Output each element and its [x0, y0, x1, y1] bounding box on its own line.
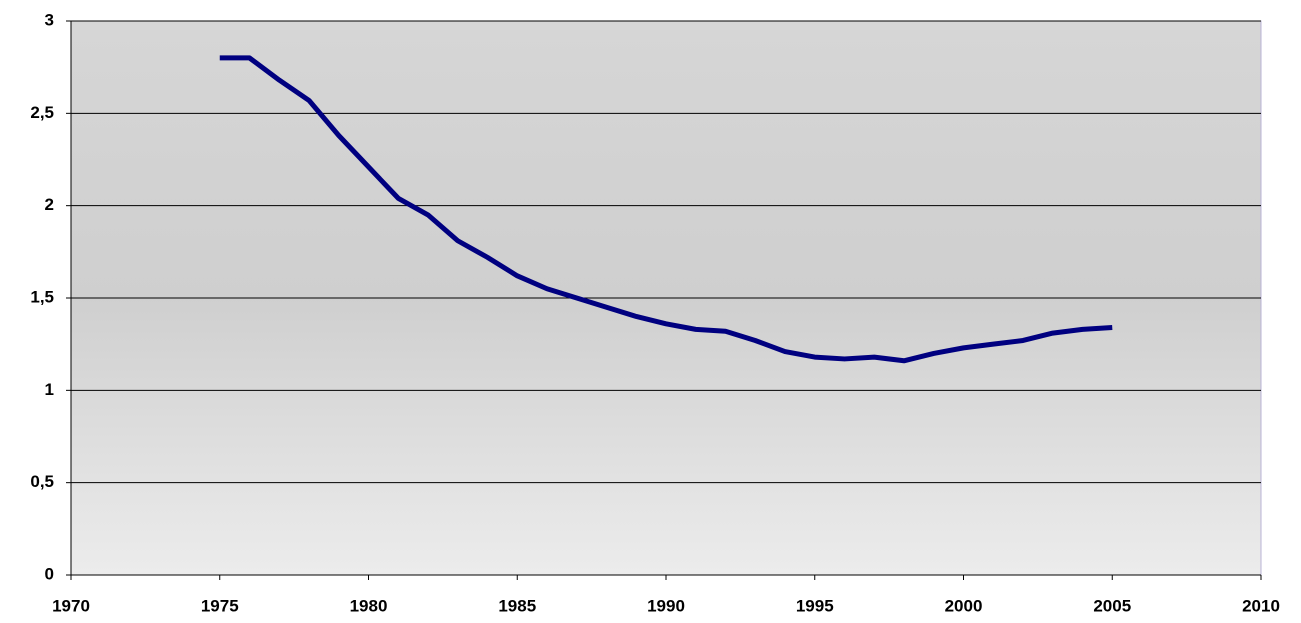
x-tick-label: 1980 — [350, 596, 388, 615]
y-tick-label: 1,5 — [30, 287, 54, 306]
y-tick-label: 0 — [45, 564, 54, 583]
line-series — [219, 55, 1113, 364]
x-tick-label: 2000 — [945, 596, 983, 615]
x-tick-label: 2005 — [1093, 596, 1131, 615]
y-tick-label: 1 — [45, 380, 54, 399]
x-tick-label: 1995 — [796, 596, 834, 615]
x-tick-label: 1985 — [498, 596, 536, 615]
x-tick-label: 1970 — [52, 596, 90, 615]
x-tick-label: 2010 — [1242, 596, 1280, 615]
x-tick-label: 1975 — [201, 596, 239, 615]
y-tick-label: 2 — [45, 195, 54, 214]
y-tick-label: 3 — [45, 10, 54, 29]
y-tick-label: 0,5 — [30, 472, 54, 491]
x-tick-label: 1990 — [647, 596, 685, 615]
y-tick-label: 2,5 — [30, 103, 54, 122]
